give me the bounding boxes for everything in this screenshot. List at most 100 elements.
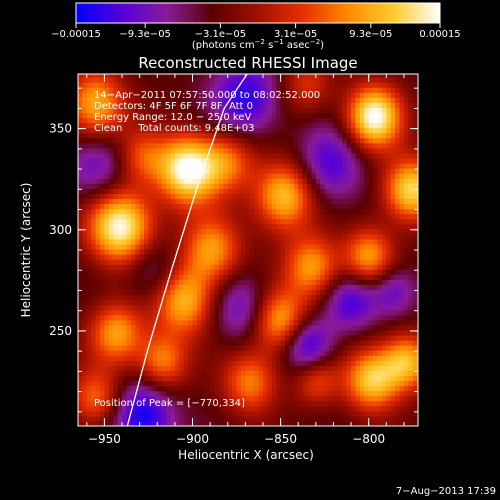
heatmap-cell (320, 284, 326, 291)
heatmap-cell (135, 269, 141, 275)
heatmap-cell (280, 137, 286, 144)
heatmap-cell (329, 410, 335, 417)
heatmap-cell (210, 218, 216, 225)
heatmap-cell (170, 208, 176, 215)
heatmap-cell (289, 82, 295, 88)
heatmap-cell (386, 314, 392, 321)
heatmap-cell (289, 264, 295, 270)
heatmap-cell (188, 375, 194, 382)
heatmap-cell (364, 122, 370, 129)
heatmap-cell (351, 324, 357, 331)
heatmap-cell (117, 350, 123, 356)
heatmap-cell (236, 309, 242, 316)
heatmap-cell (174, 279, 180, 285)
heatmap-cell (113, 375, 119, 382)
heatmap-cell (100, 304, 106, 311)
heatmap-cell (100, 92, 106, 98)
heatmap-cell (240, 157, 246, 164)
heatmap-cell (355, 248, 361, 255)
heatmap-cell (183, 370, 189, 377)
heatmap-cell (232, 163, 238, 169)
heatmap-cell (227, 304, 233, 311)
heatmap-cell (227, 122, 233, 129)
heatmap-cell (262, 188, 268, 194)
heatmap-cell (188, 228, 194, 235)
heatmap-cell (315, 122, 321, 129)
heatmap-cell (324, 238, 330, 245)
heatmap-cell (166, 410, 172, 417)
heatmap-cell (122, 259, 128, 265)
heatmap-cell (108, 243, 114, 250)
heatmap-cell (218, 107, 224, 114)
heatmap-cell (302, 254, 308, 260)
heatmap-cell (192, 198, 198, 205)
heatmap-cell (271, 102, 277, 108)
heatmap-cell (302, 345, 308, 351)
heatmap-cell (373, 304, 379, 311)
heatmap-cell (315, 223, 321, 230)
heatmap-cell (95, 334, 101, 341)
heatmap-cell (271, 183, 277, 189)
heatmap-cell (258, 309, 264, 316)
heatmap-cell (78, 107, 83, 114)
heatmap-cell (267, 365, 273, 371)
heatmap-cell (315, 147, 321, 154)
heatmap-cell (377, 233, 383, 240)
heatmap-cell (86, 198, 92, 205)
heatmap-cell (210, 370, 216, 377)
heatmap-cell (359, 355, 365, 361)
heatmap-cell (122, 279, 128, 285)
heatmap-cell (249, 299, 255, 306)
heatmap-cell (148, 238, 154, 245)
heatmap-cell (139, 147, 145, 154)
heatmap-cell (298, 400, 304, 407)
heatmap-cell (82, 87, 88, 93)
heatmap-cell (179, 264, 185, 270)
heatmap-cell (166, 142, 172, 149)
heatmap-cell (320, 132, 326, 139)
heatmap-cell (161, 309, 167, 316)
heatmap-cell (249, 274, 255, 280)
heatmap-cell (240, 370, 246, 377)
heatmap-cell (311, 213, 317, 220)
heatmap-cell (122, 324, 128, 331)
heatmap-cell (196, 87, 202, 93)
heatmap-cell (86, 365, 92, 371)
heatmap-cell (174, 259, 180, 265)
heatmap-cell (254, 193, 260, 200)
heatmap-cell (386, 243, 392, 250)
heatmap-cell (276, 309, 282, 316)
heatmap-cell (254, 92, 260, 98)
heatmap-cell (135, 370, 141, 377)
heatmap-cell (183, 132, 189, 139)
heatmap-cell (152, 248, 158, 255)
heatmap-cell (302, 178, 308, 184)
heatmap-cell (183, 340, 189, 346)
heatmap-cell (157, 218, 163, 225)
heatmap-cell (183, 102, 189, 108)
heatmap-cell (130, 259, 136, 265)
heatmap-cell (161, 365, 167, 371)
heatmap-cell (122, 223, 128, 230)
heatmap-cell (351, 274, 357, 280)
heatmap-cell (284, 365, 290, 371)
heatmap-cell (166, 269, 172, 275)
heatmap-cell (179, 350, 185, 356)
heatmap-cell (227, 405, 233, 412)
heatmap-cell (307, 400, 313, 407)
heatmap-cell (351, 248, 357, 255)
heatmap-cell (377, 355, 383, 361)
heatmap-cell (192, 248, 198, 255)
heatmap-cell (135, 132, 141, 139)
heatmap-cell (174, 319, 180, 326)
heatmap-cell (108, 294, 114, 301)
heatmap-cell (152, 264, 158, 270)
heatmap-cell (122, 137, 128, 144)
heatmap-cell (240, 117, 246, 124)
heatmap-cell (267, 299, 273, 306)
heatmap-cell (78, 334, 83, 341)
heatmap-cell (386, 198, 392, 205)
heatmap-cell (144, 238, 150, 245)
heatmap-cell (315, 415, 321, 422)
heatmap-cell (179, 365, 185, 371)
